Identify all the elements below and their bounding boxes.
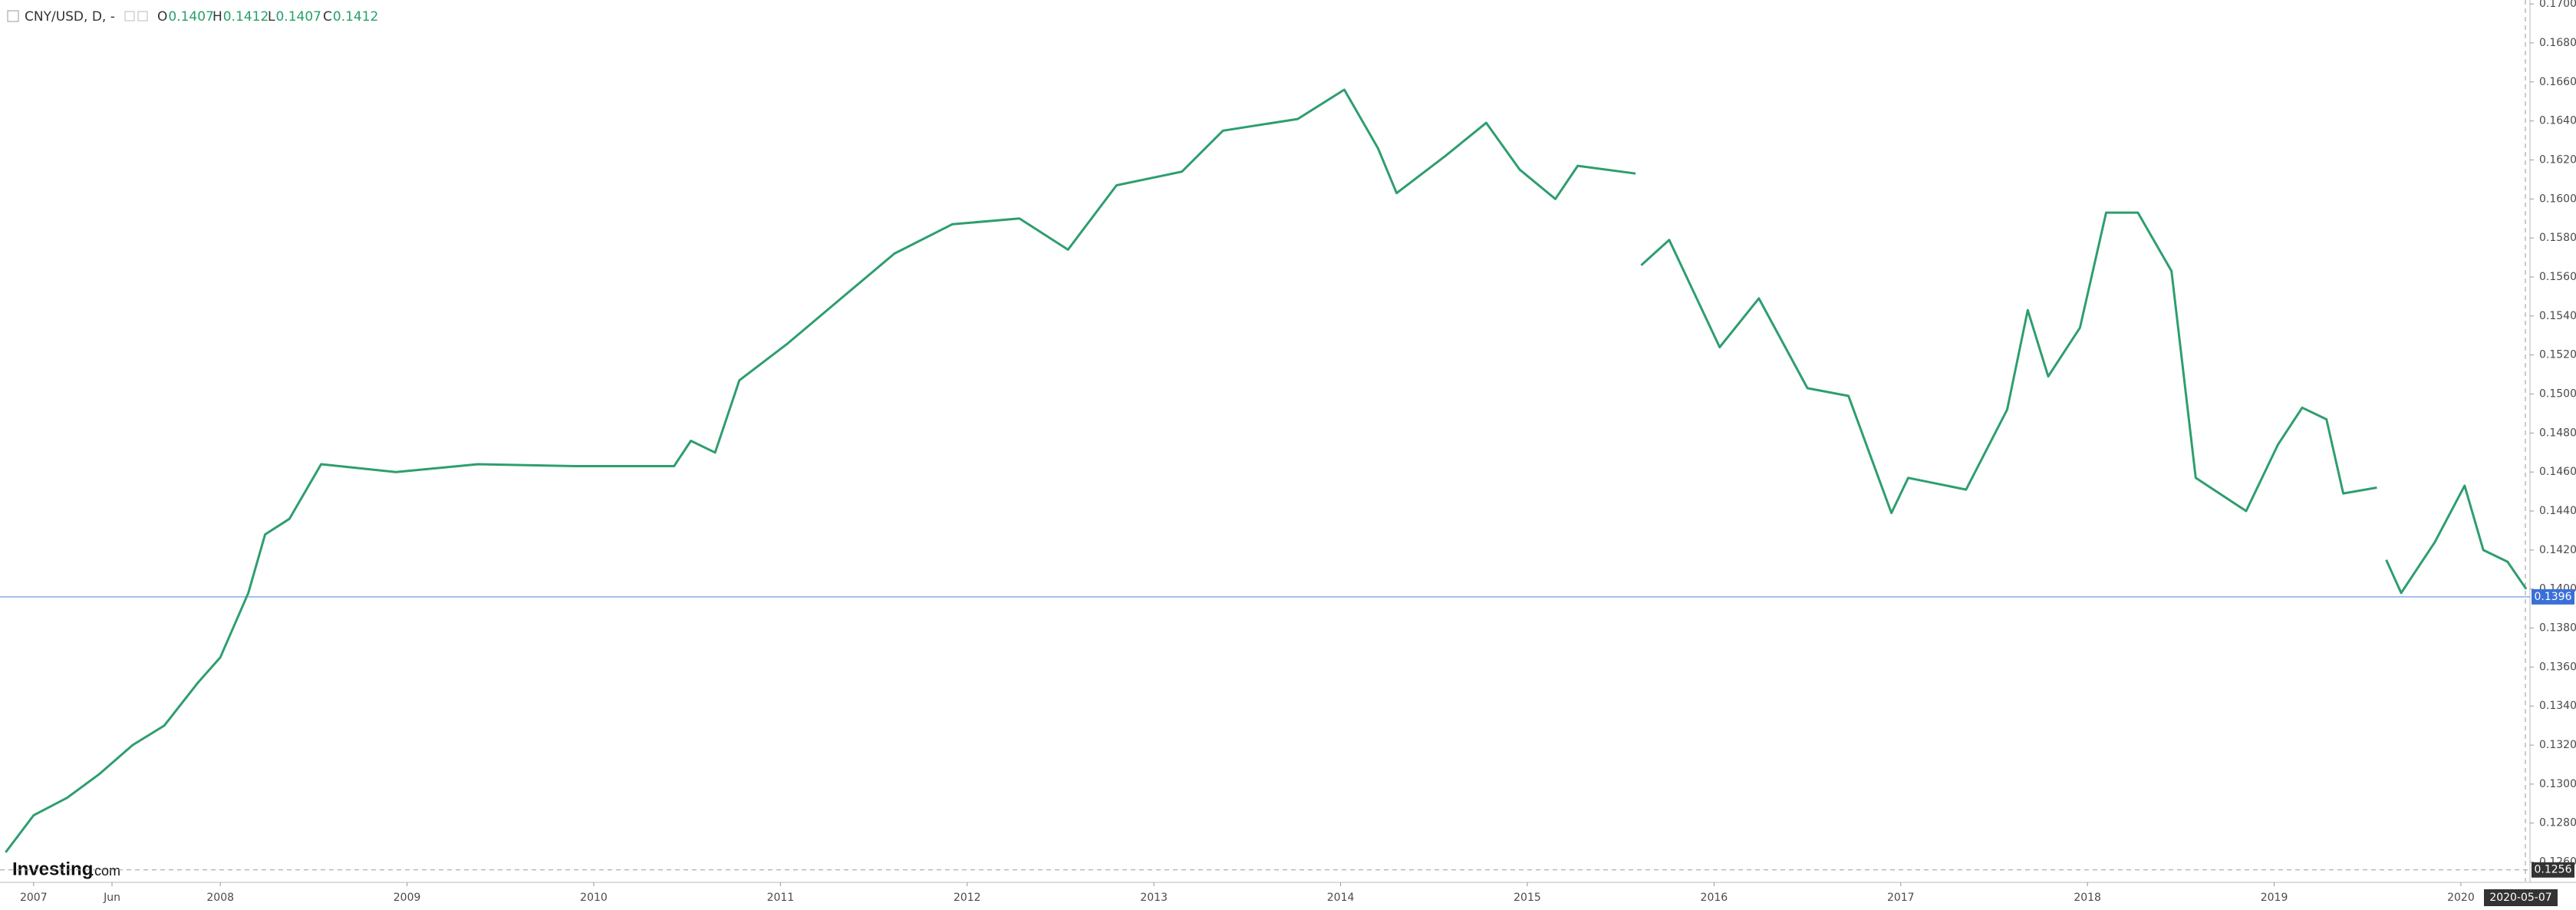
x-tick-label: 2011 <box>767 892 795 904</box>
y-tick-label: 0.1560 <box>2539 271 2576 283</box>
logo: Investing .com <box>12 859 120 879</box>
collapse-button[interactable] <box>7 10 19 22</box>
logo-suffix: .com <box>91 863 120 879</box>
y-tick-label: 0.1320 <box>2539 739 2576 751</box>
y-tick-label: 0.1380 <box>2539 622 2576 635</box>
logo-brand: Investing <box>12 859 93 879</box>
y-tick-label: 0.1340 <box>2539 700 2576 712</box>
ohlc-label: H <box>212 9 222 25</box>
x-tick-label: 2015 <box>1514 892 1541 904</box>
ohlc-value: 0.1407 <box>168 9 213 25</box>
x-tick-label: 2012 <box>954 892 981 904</box>
low-marker-box <box>2532 862 2574 878</box>
ohlc-value: 0.1412 <box>223 9 268 25</box>
x-tick-label: Jun <box>103 892 120 904</box>
ohlc-label: O <box>157 9 167 25</box>
y-tick-label: 0.1280 <box>2539 817 2576 829</box>
x-tick-label: 2018 <box>2074 892 2101 904</box>
price-line <box>5 88 2528 853</box>
y-tick-label: 0.1440 <box>2539 505 2576 517</box>
y-tick-label: 0.1460 <box>2539 466 2576 478</box>
y-tick-label: 0.1580 <box>2539 232 2576 244</box>
x-tick-label: 2008 <box>206 892 234 904</box>
y-tick-label: 0.1480 <box>2539 427 2576 439</box>
y-tick-label: 0.1500 <box>2539 387 2576 400</box>
y-tick-label: 0.1520 <box>2539 349 2576 361</box>
ohlc-label: L <box>268 9 275 25</box>
y-tick-label: 0.1700 <box>2539 0 2576 10</box>
x-tick-label: 2019 <box>2261 892 2288 904</box>
y-tick-label: 0.1300 <box>2539 778 2576 790</box>
y-tick-label: 0.1640 <box>2539 115 2576 127</box>
x-tick-label: 2009 <box>394 892 421 904</box>
toggle-icon[interactable] <box>124 11 135 21</box>
y-tick-label: 0.1620 <box>2539 153 2576 166</box>
crosshair-date: 2020-05-07 <box>2489 892 2551 904</box>
ohlc-label: C <box>323 9 332 25</box>
y-tick-label: 0.1680 <box>2539 37 2576 49</box>
ohlc-value: 0.1407 <box>275 9 321 25</box>
x-tick-label: 2007 <box>20 892 48 904</box>
symbol-title: CNY/USD, D, - <box>25 9 115 25</box>
x-tick-label: 2016 <box>1701 892 1728 904</box>
y-tick-label: 0.1420 <box>2539 544 2576 556</box>
y-tick-label: 0.1600 <box>2539 193 2576 205</box>
x-tick-label: 2013 <box>1140 892 1168 904</box>
ohlc-value: 0.1412 <box>333 9 378 25</box>
last-price-label: 0.1396 <box>2535 591 2572 603</box>
x-tick-label: 2010 <box>580 892 608 904</box>
low-marker-label: 0.1256 <box>2535 864 2572 876</box>
last-price-box <box>2532 589 2574 605</box>
y-tick-label: 0.1360 <box>2539 661 2576 673</box>
x-tick-label: 2014 <box>1327 892 1355 904</box>
y-tick-label: 0.1540 <box>2539 310 2576 322</box>
x-tick-label: 2017 <box>1887 892 1915 904</box>
x-tick-label: 2020 <box>2447 892 2475 904</box>
crosshair-date-box <box>2484 889 2558 906</box>
settings-icon[interactable] <box>137 11 148 21</box>
y-tick-label: 0.1660 <box>2539 76 2576 88</box>
